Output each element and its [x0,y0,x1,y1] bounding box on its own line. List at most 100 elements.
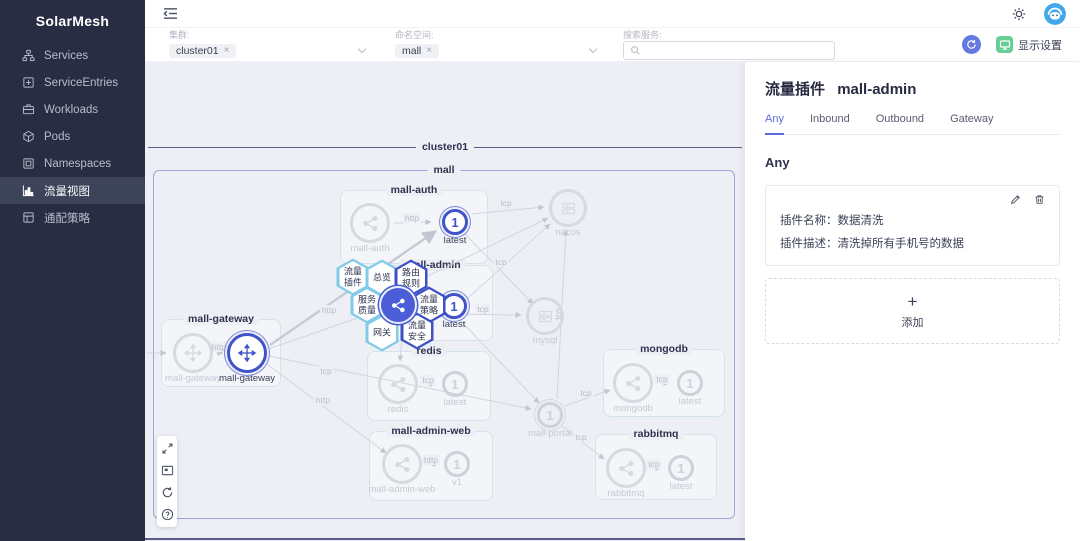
node-redis-latest[interactable]: 1 latest [442,371,468,408]
workloads-icon [22,103,35,116]
panel-service-name: mall-admin [837,81,917,98]
sidebar-item-policy[interactable]: 通配策略 [0,204,145,231]
node-redis-svc[interactable]: redis [378,364,418,415]
topology-canvas[interactable]: cluster01 mall mall-auth mall-admin mall-gat… [145,62,745,541]
tab-any[interactable]: Any [765,113,784,135]
node-mall-auth-svc[interactable]: mall-auth [350,203,390,254]
sidebar-item-workloads[interactable]: Workloads [0,96,145,123]
node-mall-admin-web-svc[interactable]: mall-admin-web [368,444,436,495]
traffic-plugin-panel: 流量插件 mall-admin Any Inbound Outbound Gatewa… [745,62,1080,541]
search-filter-label: 搜索服务: [623,30,662,40]
cluster-tag-remove-icon[interactable]: × [223,44,230,56]
node-mall-gateway-gw[interactable]: mall-gateway [219,333,275,384]
edge-protocol-label: tcp [573,432,589,442]
namespace-boundary: mall [153,164,735,519]
plugin-name-row: 插件名称：数据清洗 [780,215,884,227]
gear-icon[interactable] [1012,7,1026,21]
sidebar-nav: Services ServiceEntries Workloads Pods Names… [0,42,145,231]
cluster-tag: cluster01 × [169,43,237,58]
plugin-desc-row: 插件描述：清洗掉所有手机号的数据 [780,238,964,250]
edge-protocol-label: tcp [646,459,662,469]
panel-title: 流量插件 mall-admin [765,78,1060,99]
node-mongodb-latest[interactable]: 1 latest [677,370,703,407]
namespaces-icon [22,157,35,170]
node-mongodb-svc[interactable]: mongodb [613,363,653,414]
cluster-filter-label: 集群: [169,30,190,40]
chevron-down-icon [588,44,598,54]
search-icon [631,46,640,55]
namespace-tag-remove-icon[interactable]: × [426,44,433,56]
plus-icon: + [907,291,918,311]
sidebar-item-pods[interactable]: Pods [0,123,145,150]
node-mall-auth-latest[interactable]: 1 latest [442,209,468,246]
search-service-input[interactable] [641,43,834,58]
node-mall-portal[interactable]: 1 mall-portal [528,402,572,439]
namespace-label: mall [427,164,461,176]
namespace-select[interactable]: mall × [395,41,600,60]
add-plugin-button[interactable]: + 添加 [765,278,1060,344]
section-title: Any [765,155,790,170]
fit-view-icon[interactable] [161,442,174,455]
monitor-icon [996,36,1013,53]
cluster-boundary-bottom [145,538,745,540]
sidebar-item-traffic-view[interactable]: 流量视图 [0,177,145,204]
edge-protocol-label: tcp [578,388,594,398]
panel-title-label: 流量插件 [765,81,826,98]
minimap-icon[interactable] [161,464,174,477]
namespace-filter-label: 命名空间: [395,30,434,40]
node-mall-gateway-svc[interactable]: mall-gateway [165,333,221,384]
edge-protocol-label: tcp [654,374,670,384]
edit-icon[interactable] [1010,194,1021,205]
app-logo: SolarMesh [35,13,110,29]
panel-tabs: Any Inbound Outbound Gateway [765,113,1060,135]
node-rabbitmq-svc[interactable]: rabbitmq [606,448,646,499]
delete-icon[interactable] [1034,194,1045,205]
sidebar-item-namespaces[interactable]: Namespaces [0,150,145,177]
cluster-boundary: cluster01 [148,141,742,153]
sidebar-item-service-entries[interactable]: ServiceEntries [0,69,145,96]
edge-protocol-label: http [402,213,422,223]
filter-bar: 集群: cluster01 × 命名空间: mall × [145,28,1080,62]
edge-protocol-label: http [319,305,339,315]
menu-fold-icon[interactable] [163,7,178,20]
add-label: 添加 [901,316,924,329]
chevron-down-icon [357,44,367,54]
node-mall-admin-web-v1[interactable]: 1 v1 [444,451,470,488]
tab-gateway[interactable]: Gateway [950,113,994,125]
namespace-tag: mall × [395,43,440,58]
tab-outbound[interactable]: Outbound [875,113,925,125]
node-rabbitmq-latest[interactable]: 1 latest [668,455,694,492]
refresh-icon [967,39,976,49]
edge-protocol-label: tcp [475,304,491,314]
edge-protocol-label: tcp [493,257,509,267]
topbar [145,0,1080,28]
content: cluster01 mall mall-auth mall-admin mall-gat… [145,62,1080,541]
edge-protocol-label: http [421,455,441,465]
node-mall-admin-svc[interactable] [381,288,415,322]
edge-protocol-label: tcp [420,375,436,385]
edge-protocol-label: tcp [498,198,514,208]
traffic-view-icon [22,184,35,197]
refresh-button[interactable] [962,35,981,54]
sidebar-item-services[interactable]: Services [0,42,145,69]
pods-icon [22,130,35,143]
display-settings-label: 显示设置 [1018,39,1062,52]
services-icon [22,49,35,62]
user-avatar[interactable] [1044,2,1066,25]
main-area: 集群: cluster01 × 命名空间: mall × [145,0,1080,541]
edge-protocol-label: http [209,342,229,352]
node-mysql[interactable]: mysql [526,297,564,346]
graph-toolbar [157,436,177,527]
plugin-card: 插件名称：数据清洗 插件描述：清洗掉所有手机号的数据 [765,185,1060,266]
node-nacos[interactable]: nacos [549,189,587,238]
display-settings-button[interactable]: 显示设置 [996,36,1062,53]
cluster-label: cluster01 [415,141,475,153]
cluster-select[interactable]: cluster01 × [169,41,369,60]
edge-protocol-label: tcp [318,366,334,376]
reset-icon[interactable] [161,486,174,499]
tab-inbound[interactable]: Inbound [809,113,850,125]
policy-icon [22,211,35,224]
help-icon[interactable] [161,508,174,521]
edge-protocol-label: http [313,395,333,405]
